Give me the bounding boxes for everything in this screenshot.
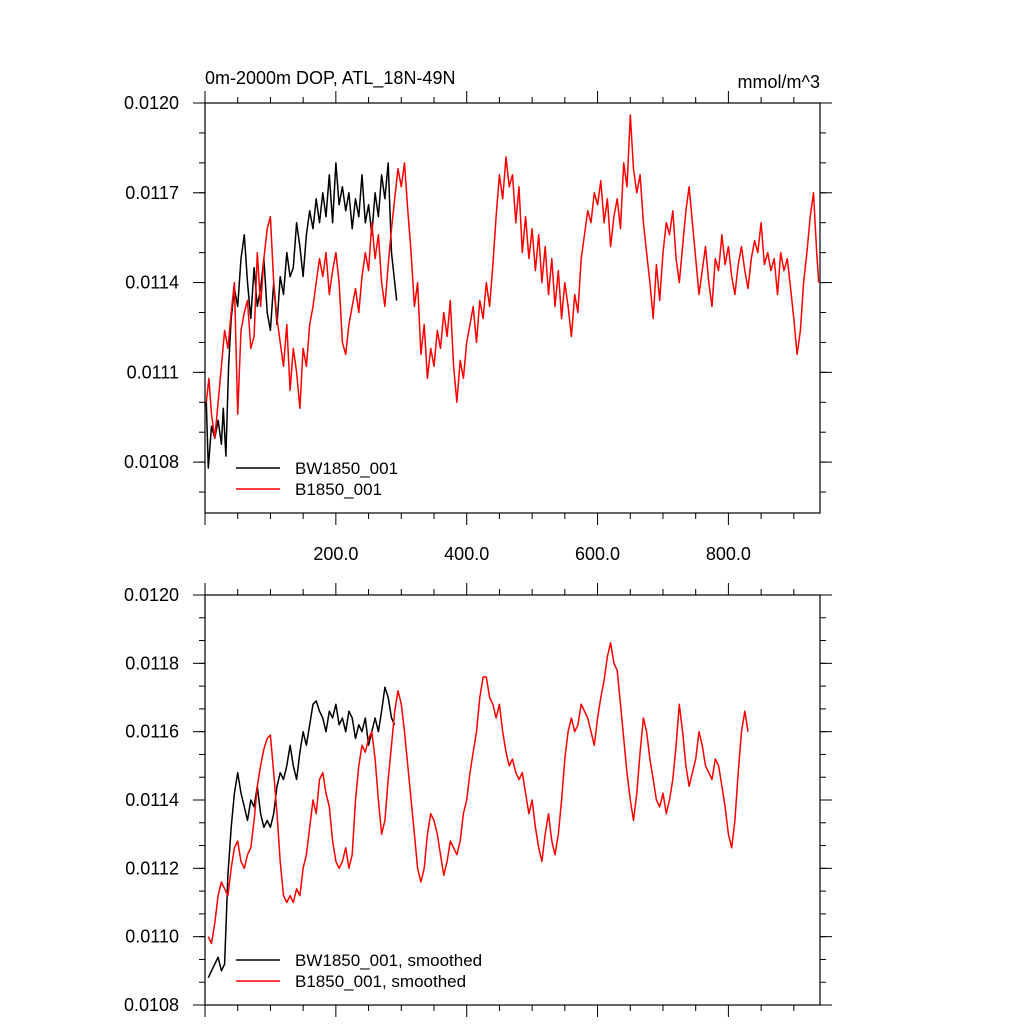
series-line-b1850-001-smoothed xyxy=(207,642,749,945)
y-tick-label: 0.0111 xyxy=(127,362,179,382)
bottom-panel-ticks: 0.0108 0.0110 0.0112 0.0114 0.0116 0.0118 0.01… xyxy=(124,583,832,1017)
y-tick-label: 0.0114 xyxy=(125,273,179,293)
y-tick-label: 0.0116 xyxy=(125,722,179,742)
x-tick-label: 800.0 xyxy=(706,544,751,564)
bottom-panel-lines xyxy=(207,642,749,979)
y-tick-label: 0.0110 xyxy=(125,927,179,947)
bottom-panel-legend: BW1850_001, smoothed B1850_001, smoothed xyxy=(236,951,482,991)
series-line-b1850-001 xyxy=(205,114,820,439)
y-tick-label: 0.0120 xyxy=(124,93,179,113)
legend-label-b1850-smoothed: B1850_001, smoothed xyxy=(295,972,466,991)
series-line-bw1850-001-smoothed xyxy=(207,686,396,979)
y-tick-label: 0.0114 xyxy=(125,790,179,810)
legend-label-b1850: B1850_001 xyxy=(295,480,382,499)
y-tick-label: 0.0112 xyxy=(125,858,179,878)
top-panel-ticks: 0.0108 0.0111 0.0114 0.0117 0.0120 200.0 400.0… xyxy=(124,91,832,564)
top-panel-legend: BW1850_001 B1850_001 xyxy=(236,459,398,499)
x-tick-label: 200.0 xyxy=(313,544,358,564)
y-tick-label: 0.0108 xyxy=(124,452,179,472)
top-panel-frame xyxy=(204,102,821,514)
y-tick-label: 0.0120 xyxy=(124,585,179,605)
top-panel: 0m-2000m DOP, ATL_18N-49N mmol/m^3 0.010… xyxy=(124,68,832,564)
y-tick-label: 0.0117 xyxy=(125,183,179,203)
x-tick-label: 600.0 xyxy=(575,544,620,564)
top-panel-lines xyxy=(205,114,820,469)
bottom-panel-frame xyxy=(204,594,821,1006)
top-panel-title: 0m-2000m DOP, ATL_18N-49N xyxy=(205,68,455,89)
legend-label-bw1850: BW1850_001 xyxy=(295,459,398,478)
x-tick-label: 400.0 xyxy=(444,544,489,564)
y-tick-label: 0.0108 xyxy=(124,995,179,1015)
top-panel-units: mmol/m^3 xyxy=(738,72,820,92)
y-tick-label: 0.0118 xyxy=(125,653,179,673)
bottom-panel: 0.0108 0.0110 0.0112 0.0114 0.0116 0.0118 0.01… xyxy=(124,583,832,1017)
legend-label-bw1850-smoothed: BW1850_001, smoothed xyxy=(295,951,482,970)
